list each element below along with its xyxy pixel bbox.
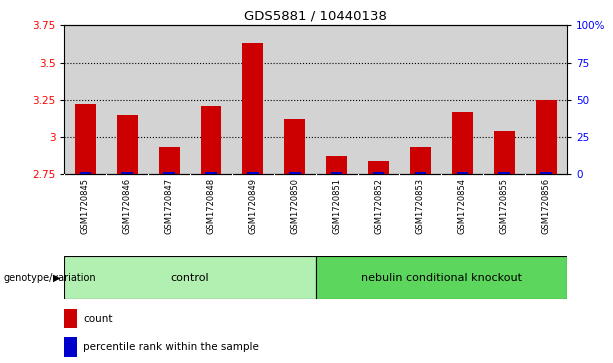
Text: nebulin conditional knockout: nebulin conditional knockout [361,273,522,283]
Bar [163,172,175,174]
Bar [441,25,483,174]
Bar [200,106,221,174]
Title: GDS5881 / 10440138: GDS5881 / 10440138 [244,10,387,23]
Bar [64,309,77,329]
Bar [540,172,552,174]
Text: genotype/variation: genotype/variation [3,273,96,283]
Text: GSM1720854: GSM1720854 [458,178,467,234]
Bar [242,43,264,174]
Text: GSM1720846: GSM1720846 [123,178,132,234]
FancyBboxPatch shape [316,256,567,299]
Text: GSM1720850: GSM1720850 [290,178,299,234]
Bar [75,104,96,174]
Bar [536,100,557,174]
Bar [316,25,357,174]
Bar [80,172,91,174]
Text: GSM1720845: GSM1720845 [81,178,90,234]
Text: ▶: ▶ [53,273,60,283]
Text: GSM1720852: GSM1720852 [374,178,383,234]
Bar [525,25,567,174]
Text: GSM1720847: GSM1720847 [164,178,173,234]
Bar [148,25,190,174]
Text: GSM1720851: GSM1720851 [332,178,341,234]
Bar [64,25,106,174]
Bar [116,115,138,174]
Text: count: count [83,314,113,324]
Text: GSM1720849: GSM1720849 [248,178,257,234]
Bar [368,161,389,174]
Bar [373,172,384,174]
Bar [205,172,217,174]
Bar [289,172,300,174]
Bar [159,147,180,174]
Bar [64,337,77,356]
Bar [493,131,515,174]
Bar [284,119,305,174]
Text: control: control [170,273,210,283]
Text: percentile rank within the sample: percentile rank within the sample [83,342,259,352]
Bar [357,25,400,174]
Text: GSM1720853: GSM1720853 [416,178,425,234]
Bar [106,25,148,174]
Bar [326,156,347,174]
Bar [121,172,133,174]
Bar [190,25,232,174]
FancyBboxPatch shape [64,256,316,299]
Text: GSM1720848: GSM1720848 [207,178,216,234]
Bar [331,172,343,174]
Bar [414,172,426,174]
Bar [498,172,510,174]
Bar [452,112,473,174]
Text: GSM1720856: GSM1720856 [541,178,550,234]
Bar [410,147,431,174]
Bar [247,172,259,174]
Bar [457,172,468,174]
Bar [274,25,316,174]
Text: GSM1720855: GSM1720855 [500,178,509,234]
Bar [232,25,274,174]
Bar [483,25,525,174]
Bar [400,25,441,174]
